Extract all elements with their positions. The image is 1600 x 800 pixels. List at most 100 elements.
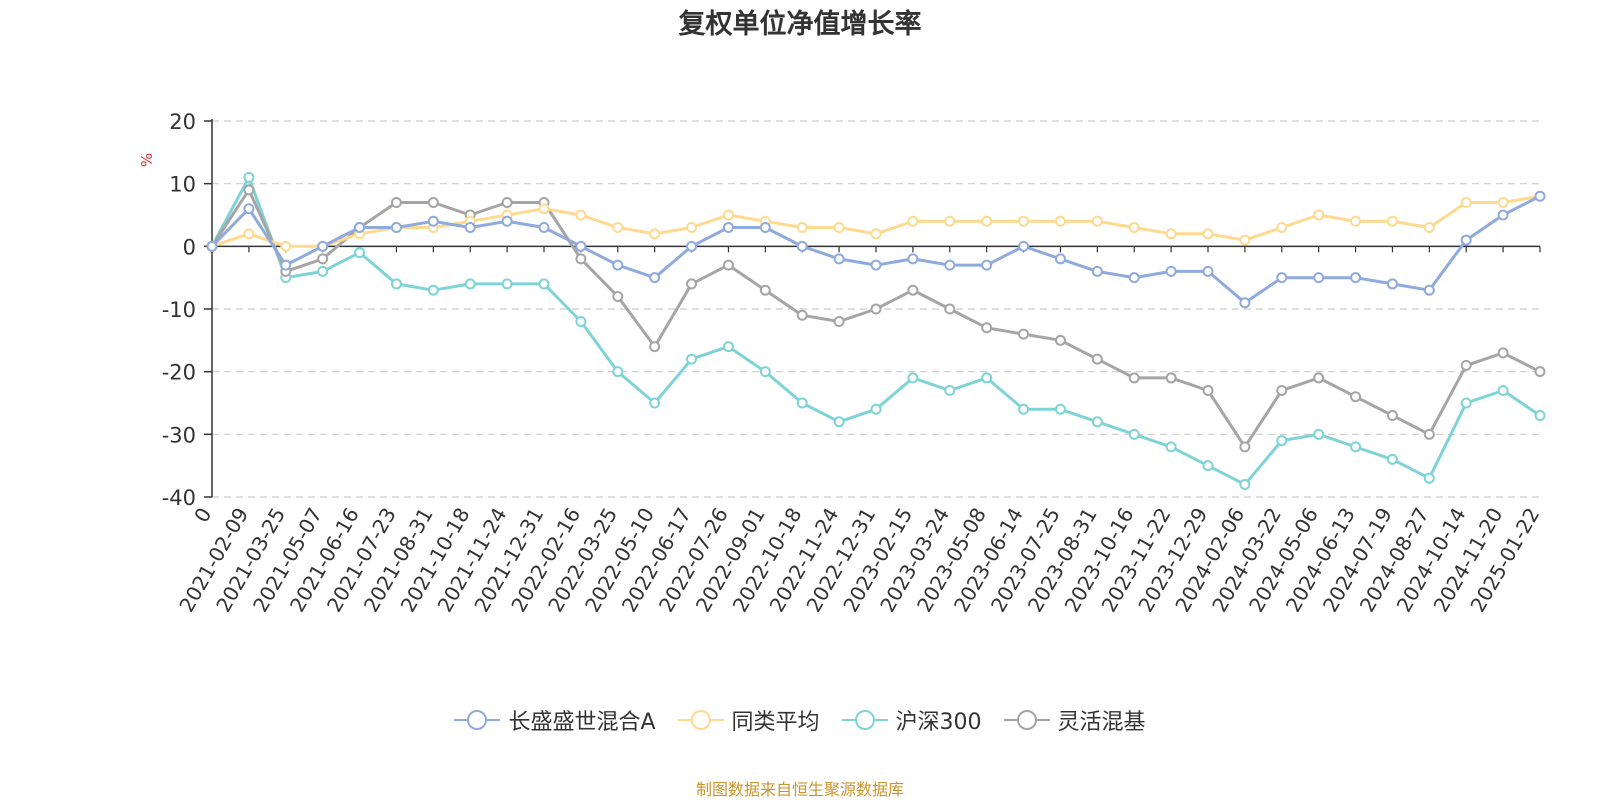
data-point xyxy=(280,240,292,252)
series-group xyxy=(206,190,1546,252)
data-point xyxy=(759,284,771,296)
data-point xyxy=(1128,428,1140,440)
data-point xyxy=(1018,240,1030,252)
data-point xyxy=(464,222,476,234)
data-point xyxy=(759,222,771,234)
data-point xyxy=(575,253,587,265)
legend: 长盛盛世混合A 同类平均 沪深300 灵活混基 xyxy=(0,704,1600,736)
data-point xyxy=(944,384,956,396)
data-point xyxy=(1350,441,1362,453)
data-point xyxy=(1054,253,1066,265)
series-group xyxy=(206,171,1546,490)
data-point xyxy=(317,240,329,252)
data-point xyxy=(464,278,476,290)
data-point xyxy=(575,316,587,328)
legend-marker-csi300-icon xyxy=(841,710,888,730)
data-point xyxy=(427,196,439,208)
data-point xyxy=(1423,284,1435,296)
data-point xyxy=(1460,234,1472,246)
data-point xyxy=(1091,265,1103,277)
series-lines xyxy=(206,171,1546,490)
data-point xyxy=(1497,384,1509,396)
data-point xyxy=(538,203,550,215)
data-point xyxy=(1239,441,1251,453)
data-point xyxy=(501,196,513,208)
data-point xyxy=(870,259,882,271)
data-point xyxy=(1276,222,1288,234)
legend-item-csi300[interactable]: 沪深300 xyxy=(841,704,982,736)
data-point xyxy=(981,215,993,227)
x-tick-label: 0 xyxy=(189,504,216,527)
data-point xyxy=(1313,372,1325,384)
data-point xyxy=(1460,359,1472,371)
data-point xyxy=(1128,372,1140,384)
y-tick-label: -40 xyxy=(162,486,196,510)
data-point xyxy=(649,272,661,284)
data-point xyxy=(243,171,255,183)
legend-marker-flexible-mixed-icon xyxy=(1003,710,1050,730)
data-point xyxy=(1054,215,1066,227)
data-point xyxy=(1018,328,1030,340)
data-point xyxy=(1054,403,1066,415)
data-point xyxy=(427,284,439,296)
data-point xyxy=(1018,403,1030,415)
data-point xyxy=(722,222,734,234)
data-point xyxy=(1423,428,1435,440)
data-point xyxy=(1165,372,1177,384)
data-point xyxy=(981,372,993,384)
series-group xyxy=(206,190,1546,309)
data-point xyxy=(833,222,845,234)
data-point xyxy=(1091,353,1103,365)
legend-label-peer-average: 同类平均 xyxy=(731,710,820,735)
data-point xyxy=(612,222,624,234)
data-point xyxy=(243,184,255,196)
data-point xyxy=(1497,209,1509,221)
data-point xyxy=(206,240,218,252)
data-point xyxy=(1460,196,1472,208)
data-point xyxy=(1497,347,1509,359)
legend-item-flexible-mixed[interactable]: 灵活混基 xyxy=(1003,704,1146,736)
data-point xyxy=(243,203,255,215)
data-point xyxy=(1386,215,1398,227)
data-point xyxy=(1128,222,1140,234)
y-axis-unit-label: % xyxy=(138,153,156,167)
data-point xyxy=(1460,397,1472,409)
data-point xyxy=(1202,265,1214,277)
data-point xyxy=(1165,441,1177,453)
data-point xyxy=(390,278,402,290)
data-point xyxy=(686,222,698,234)
series-line xyxy=(210,175,1541,486)
data-point xyxy=(907,372,919,384)
data-point xyxy=(1018,215,1030,227)
legend-item-fund[interactable]: 长盛盛世混合A xyxy=(454,704,656,736)
data-point xyxy=(317,253,329,265)
data-point xyxy=(280,259,292,271)
data-point xyxy=(796,222,808,234)
legend-item-peer-average[interactable]: 同类平均 xyxy=(677,704,820,736)
y-tick-label: -30 xyxy=(162,423,196,447)
data-point xyxy=(1239,234,1251,246)
data-point xyxy=(1423,222,1435,234)
data-point xyxy=(907,215,919,227)
data-point xyxy=(1239,478,1251,490)
data-point xyxy=(317,265,329,277)
tick-labels: 20100-10-20-30-4002021-02-092021-03-2520… xyxy=(162,110,1545,616)
data-point xyxy=(1128,272,1140,284)
data-point xyxy=(796,397,808,409)
data-point xyxy=(1165,228,1177,240)
y-tick-label: 0 xyxy=(183,235,196,259)
data-point xyxy=(1165,265,1177,277)
data-point xyxy=(649,397,661,409)
data-point xyxy=(538,278,550,290)
data-point xyxy=(870,228,882,240)
data-point xyxy=(722,341,734,353)
data-point xyxy=(1054,334,1066,346)
data-point xyxy=(1350,272,1362,284)
data-point xyxy=(538,222,550,234)
data-point xyxy=(501,278,513,290)
data-point xyxy=(1423,472,1435,484)
legend-marker-fund-icon xyxy=(454,710,501,730)
chart-title: 复权单位净值增长率 xyxy=(678,9,922,40)
data-point xyxy=(1313,428,1325,440)
data-point xyxy=(1091,215,1103,227)
